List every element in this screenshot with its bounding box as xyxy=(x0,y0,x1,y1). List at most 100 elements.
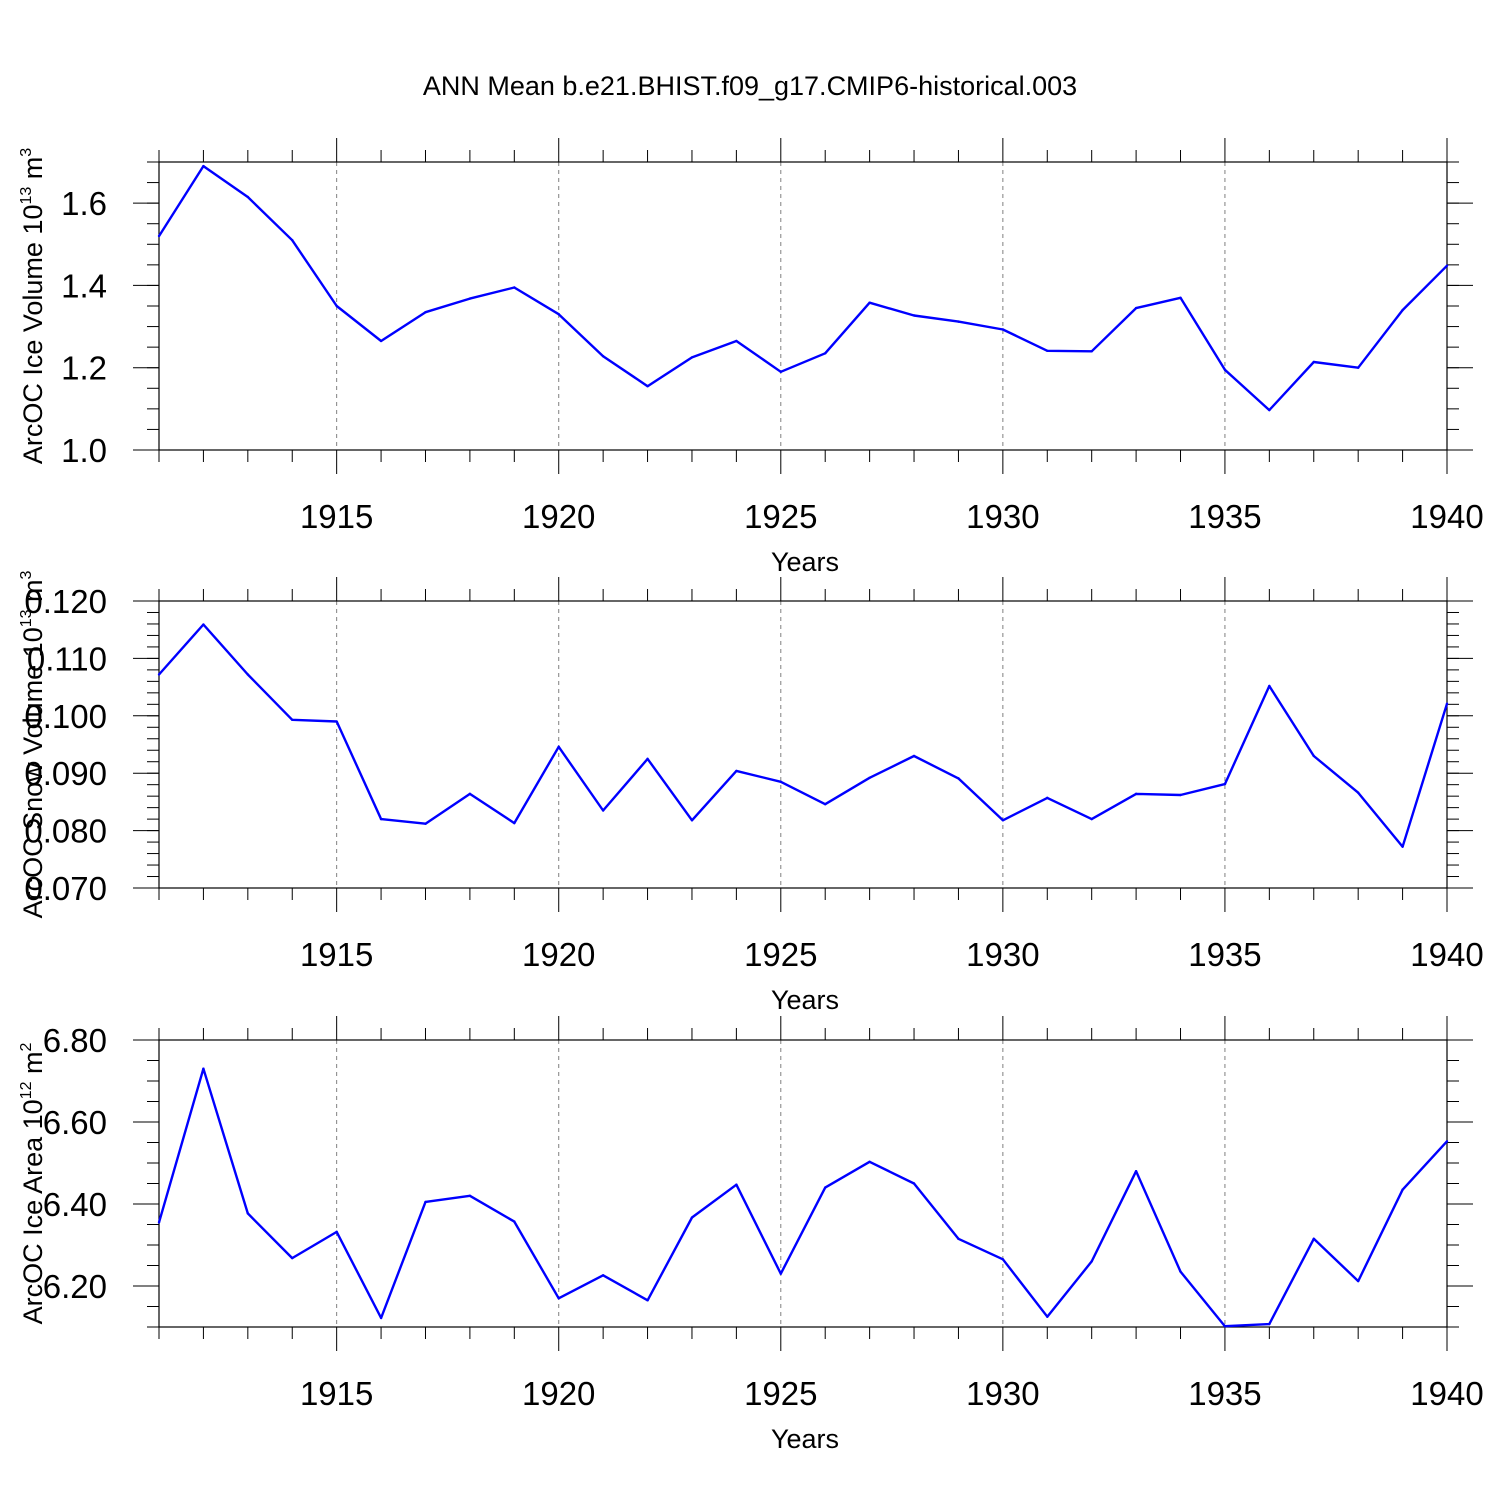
data-point xyxy=(246,673,250,676)
panels: 1915 1920 1925 1930 1935 1940 Years 1.0 1.2 1.4 1.… xyxy=(18,138,1484,1454)
y-tick-label: 1.4 xyxy=(61,267,107,304)
y-tick-label: 0.100 xyxy=(24,698,107,735)
data-point xyxy=(291,718,294,722)
data-point xyxy=(424,822,427,825)
data-point xyxy=(335,304,338,308)
plot-frame xyxy=(158,161,1448,451)
data-point xyxy=(1445,702,1449,705)
y-tick-label: 6.60 xyxy=(43,1104,107,1141)
data-point xyxy=(779,780,782,784)
data-point xyxy=(1090,817,1093,821)
y-tick-label: 0.090 xyxy=(24,755,107,792)
data-point xyxy=(513,1220,516,1223)
y-axis-title-text: ArcOC Snow Volume 10 xyxy=(18,627,48,918)
data-point xyxy=(1046,1315,1049,1318)
y-axis-title-exponent: 13 xyxy=(18,187,35,205)
x-tick-label: 1940 xyxy=(1410,936,1483,973)
chart-title: ANN Mean b.e21.BHIST.f09_g17.CMIP6-histo… xyxy=(423,71,1077,101)
data-point xyxy=(1401,1188,1404,1191)
data-point xyxy=(779,1272,782,1275)
data-point xyxy=(601,809,605,812)
data-point xyxy=(912,754,916,758)
data-point xyxy=(735,1183,738,1186)
data-point xyxy=(291,1256,294,1260)
data-point xyxy=(1268,684,1271,688)
y-axis-title-unit-exponent: 2 xyxy=(18,1043,35,1052)
x-tick-label: 1930 xyxy=(966,498,1039,535)
data-point xyxy=(646,1299,649,1302)
data-point xyxy=(513,821,516,825)
data-point xyxy=(824,1186,827,1189)
x-tick-label: 1915 xyxy=(300,498,373,535)
data-point xyxy=(1268,1322,1271,1326)
y-tick-label: 0.080 xyxy=(24,813,107,850)
y-tick-label: 1.6 xyxy=(61,185,107,222)
series-line xyxy=(157,164,1448,412)
data-point xyxy=(468,792,472,796)
data-point xyxy=(202,1067,205,1070)
data-point xyxy=(1001,819,1005,822)
y-axis-title-unit-exponent: 3 xyxy=(18,148,35,157)
data-point xyxy=(868,776,871,779)
data-point xyxy=(557,1297,560,1300)
data-point xyxy=(557,745,560,748)
x-axis-title: Years xyxy=(771,547,839,577)
x-tick-label: 1935 xyxy=(1188,1375,1261,1412)
data-point xyxy=(646,757,649,761)
y-axis-title: ArcOC Snow Volume 1013 m3 xyxy=(18,570,48,918)
data-point xyxy=(1134,306,1138,310)
data-point xyxy=(157,1221,161,1224)
data-point xyxy=(379,817,383,821)
data-point xyxy=(690,356,694,359)
data-point xyxy=(1046,349,1049,353)
data-point xyxy=(291,238,294,242)
y-axis-title-text: ArcOC Ice Volume 10 xyxy=(18,205,48,465)
series-line xyxy=(157,1067,1448,1328)
data-point xyxy=(202,164,205,168)
x-tick-label: 1920 xyxy=(522,1375,595,1412)
data-point xyxy=(735,769,738,773)
data-point xyxy=(557,313,560,316)
y-axis-title-unit: m xyxy=(18,157,48,187)
x-axis-title: Years xyxy=(771,1424,839,1454)
data-point xyxy=(957,777,960,780)
y-tick-label: 6.20 xyxy=(43,1268,107,1305)
x-tick-label: 1925 xyxy=(744,498,817,535)
data-point xyxy=(824,352,827,355)
y-tick-label: 1.2 xyxy=(61,350,107,387)
data-point xyxy=(1223,368,1227,371)
data-point xyxy=(957,1237,960,1241)
data-point xyxy=(1445,264,1449,267)
y-axis-title: ArcOC Ice Volume 1013 m3 xyxy=(18,148,48,464)
plot-frame xyxy=(158,1039,1448,1328)
data-point xyxy=(157,673,161,676)
x-tick-label: 1915 xyxy=(300,1375,373,1412)
data-point xyxy=(468,297,472,300)
y-axis-title-exponent: 12 xyxy=(18,1081,35,1099)
y-tick-label: 6.80 xyxy=(43,1022,107,1059)
data-point xyxy=(1179,1270,1182,1273)
x-tick-label: 1925 xyxy=(744,1375,817,1412)
data-point xyxy=(1356,1279,1360,1283)
data-point xyxy=(1312,1237,1315,1241)
data-point xyxy=(1179,793,1182,797)
panel-1: 1915 1920 1925 1930 1935 1940 Years 1.0 1.2 1.4 1.… xyxy=(18,138,1484,577)
y-tick-label: 0.070 xyxy=(24,870,107,907)
data-point xyxy=(868,301,871,304)
x-tick-label: 1940 xyxy=(1410,1375,1483,1412)
data-point xyxy=(379,1316,383,1320)
data-point xyxy=(1001,328,1005,331)
data-point xyxy=(379,339,383,343)
y-axis-title-unit-exponent: 3 xyxy=(18,570,35,579)
data-point xyxy=(1268,408,1271,412)
data-point xyxy=(690,1216,694,1219)
data-point xyxy=(912,1182,916,1185)
x-tick-label: 1930 xyxy=(966,936,1039,973)
y-tick-label: 1.0 xyxy=(61,432,107,469)
data-point xyxy=(1179,296,1182,299)
panel-3: 1915 1920 1925 1930 1935 1940 Years 6.20 6.40 6.6… xyxy=(18,1016,1484,1454)
data-point xyxy=(824,802,827,806)
data-point xyxy=(424,1200,427,1204)
y-tick-label: 0.110 xyxy=(27,640,107,677)
